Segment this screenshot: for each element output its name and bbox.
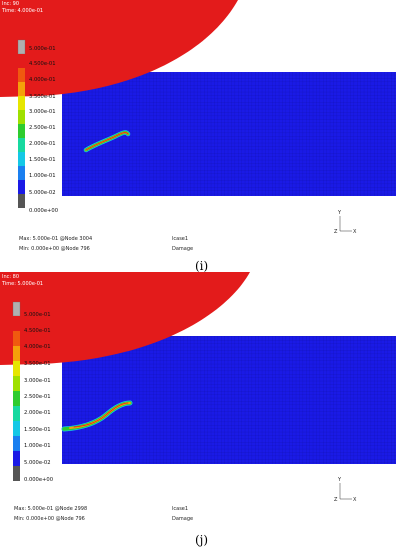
legend-label: 4.500e-01: [24, 328, 51, 334]
legend-label: 0.000e+00: [29, 208, 58, 214]
svg-text:X: X: [353, 497, 357, 503]
legend-label: 3.000e-01: [24, 378, 51, 384]
panel-i: 5.000e-01 4.500e-01 4.000e-01 3.500e-01 …: [0, 0, 396, 273]
legend-label: 4.500e-01: [29, 61, 56, 67]
min-info: Min: 0.000e+00 @Node 796: [14, 516, 85, 522]
legend-label: 1.500e-01: [29, 157, 56, 163]
mesh-workpiece: [62, 72, 396, 196]
legend-swatch: [18, 138, 25, 152]
legend-swatch: [13, 421, 20, 436]
legend-swatch: [13, 316, 20, 331]
legend-swatch: [18, 96, 25, 110]
quantity-name: Damage: [172, 246, 193, 252]
legend-swatch: [13, 436, 20, 451]
legend-swatch: [13, 346, 20, 361]
legend-label: 2.000e-01: [24, 410, 51, 416]
svg-text:X: X: [353, 229, 357, 235]
legend-label: 2.500e-01: [24, 394, 51, 400]
load-case: lcase1: [172, 506, 188, 512]
legend-label: 2.000e-01: [29, 141, 56, 147]
axis-triad-icon: Y Z X: [334, 210, 357, 235]
legend-j: 5.000e-01 4.500e-01 4.000e-01 3.500e-01 …: [12, 301, 53, 483]
legend-label: 3.000e-01: [29, 109, 56, 115]
panel-caption: (i): [195, 259, 208, 273]
mesh-workpiece: [62, 336, 396, 464]
legend-swatch: [18, 82, 25, 96]
panel-j: 5.000e-01 4.500e-01 4.000e-01 3.500e-01 …: [0, 272, 405, 550]
legend-swatch: [13, 466, 20, 481]
time-label: Time: 4.000e-01: [1, 8, 43, 14]
legend-swatch: [18, 152, 25, 166]
legend-swatch: [13, 406, 20, 421]
legend-label: 1.000e-01: [24, 443, 51, 449]
cutting-tool: [0, 272, 250, 365]
legend-swatch: [18, 68, 25, 82]
legend-swatch: [18, 166, 25, 180]
quantity-name: Damage: [172, 516, 193, 522]
max-info: Max: 5.000e-01 @Node 2998: [14, 506, 87, 512]
legend-swatch: [18, 110, 25, 124]
legend-label: 3.500e-01: [24, 361, 51, 367]
legend-swatch: [17, 39, 26, 55]
panel-i-figure: 5.000e-01 4.500e-01 4.000e-01 3.500e-01 …: [0, 0, 396, 273]
legend-i: 5.000e-01 4.500e-01 4.000e-01 3.500e-01 …: [17, 39, 58, 214]
min-info: Min: 0.000e+00 @Node 796: [19, 246, 90, 252]
legend-label: 0.000e+00: [24, 477, 53, 483]
legend-label: 5.000e-02: [29, 190, 56, 196]
svg-text:Z: Z: [334, 229, 338, 235]
legend-swatch: [18, 124, 25, 138]
cutting-tool: [0, 0, 238, 97]
svg-text:Y: Y: [337, 210, 342, 216]
legend-label: 1.500e-01: [24, 427, 51, 433]
legend-swatch: [13, 361, 20, 376]
legend-label: 5.000e-02: [24, 460, 51, 466]
increment-label: Inc: 90: [2, 1, 19, 7]
legend-swatch: [18, 194, 25, 208]
legend-label: 4.000e-01: [24, 344, 51, 350]
legend-swatch: [13, 451, 20, 466]
legend-swatch: [13, 331, 20, 346]
legend-swatch: [18, 54, 25, 68]
time-label: Time: 5.000e-01: [1, 281, 43, 287]
legend-label: 2.500e-01: [29, 125, 56, 131]
panel-caption: (j): [195, 533, 208, 547]
max-info: Max: 5.000e-01 @Node 3004: [19, 236, 92, 242]
svg-text:Y: Y: [337, 477, 342, 483]
legend-swatch: [18, 180, 25, 194]
legend-label: 5.000e-01: [29, 46, 56, 52]
legend-swatch: [12, 301, 21, 317]
panel-j-figure: 5.000e-01 4.500e-01 4.000e-01 3.500e-01 …: [0, 272, 396, 547]
legend-label: 3.500e-01: [29, 94, 56, 100]
axis-triad-icon: Y Z X: [334, 477, 357, 503]
legend-swatch: [13, 391, 20, 406]
legend-label: 5.000e-01: [24, 312, 51, 318]
legend-label: 1.000e-01: [29, 173, 56, 179]
legend-swatch: [13, 376, 20, 391]
increment-label: Inc: 80: [2, 274, 19, 280]
legend-label: 4.000e-01: [29, 77, 56, 83]
svg-text:Z: Z: [334, 497, 338, 503]
load-case: lcase1: [172, 236, 188, 242]
